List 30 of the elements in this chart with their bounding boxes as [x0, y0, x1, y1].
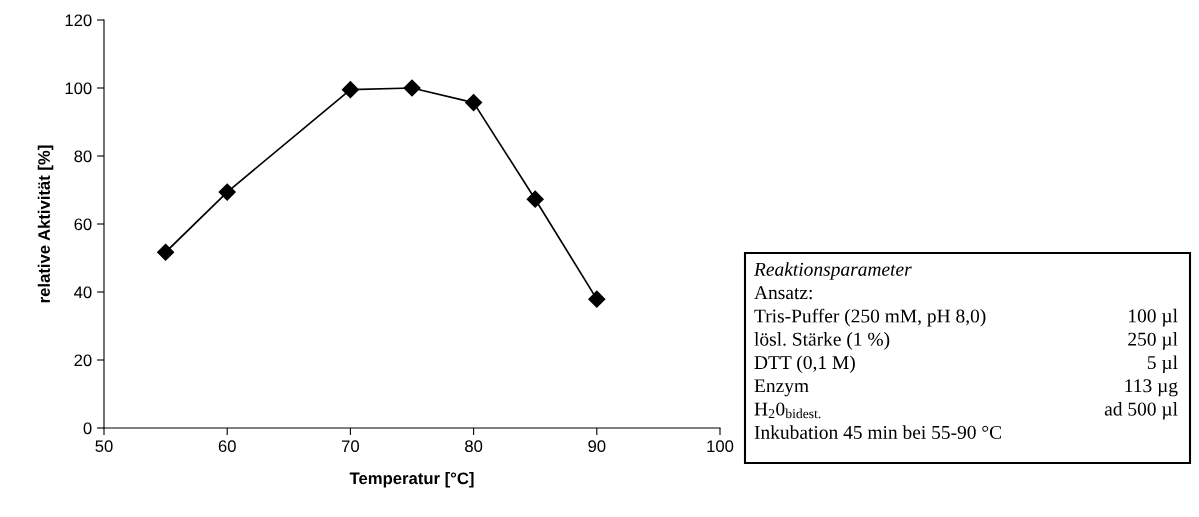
point — [465, 94, 483, 112]
point — [341, 81, 359, 99]
y-tick-label: 20 — [74, 354, 92, 367]
x-tick-label: 100 — [707, 440, 734, 453]
text: H$_{2}$0$_{bidest.}$ ad 500 µl — [754, 401, 1178, 420]
point — [526, 190, 544, 208]
y-tick-label: 40 — [74, 286, 92, 299]
y-axis-title: relative Aktivität [%] — [37, 145, 54, 303]
point — [588, 290, 606, 308]
x-tick-label: 80 — [465, 440, 483, 453]
y-tick-label: 120 — [65, 14, 92, 27]
y-tick-label: 60 — [74, 218, 92, 231]
x-tick-label: 70 — [341, 440, 360, 453]
point — [403, 79, 421, 97]
y-tick-label: 0 — [83, 422, 92, 435]
y-tick-label: 100 — [65, 82, 92, 95]
text: DTT (0,1 M) 5 µl — [754, 355, 1178, 374]
x-axis-title: Temperatur [°C] — [349, 472, 474, 488]
text: Reaktionsparameter — [753, 262, 912, 280]
y-tick-label: 80 — [74, 150, 92, 163]
text: Enzym 113 µg — [754, 379, 1178, 397]
text: Tris-Puffer (250 mM, pH 8,0) 100 µl — [754, 308, 1178, 327]
x-tick-label: 60 — [218, 440, 236, 453]
point — [157, 243, 175, 261]
text: lösl. Stärke (1 %) 250 µl — [754, 332, 1178, 350]
text: Inkubation 45 min bei 55-90 °C — [754, 425, 1002, 439]
x-tick-label: 90 — [588, 440, 606, 453]
text: Ansatz: — [754, 286, 812, 300]
point — [218, 183, 236, 201]
x-tick-label: 50 — [95, 440, 113, 453]
